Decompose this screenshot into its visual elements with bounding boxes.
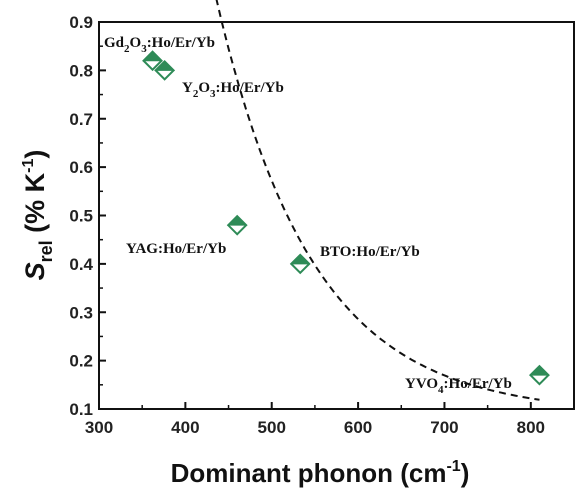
point-annotation: BTO:Ho/Er/Yb (320, 244, 420, 260)
data-point (154, 59, 176, 81)
fit-curve (215, 0, 540, 401)
y-tick-label: 0.3 (69, 303, 93, 322)
y-tick-label: 0.7 (69, 110, 93, 129)
x-tick-label: 600 (344, 418, 372, 437)
x-tick-label: 400 (171, 418, 199, 437)
x-tick-label: 700 (430, 418, 458, 437)
x-axis-label: Dominant phonon (cm-1) (171, 458, 470, 488)
plot-frame (98, 21, 575, 410)
y-tick-label: 0.9 (69, 13, 93, 32)
y-tick-label: 0.5 (69, 207, 93, 226)
data-point (142, 50, 163, 72)
y-tick-label: 0.4 (69, 255, 93, 274)
y-axis-label: Srel (% K-1) (20, 150, 56, 281)
point-annotation: YVO4:Ho/Er/Yb (405, 376, 512, 396)
y-tick-label: 0.1 (69, 400, 93, 419)
data-point (289, 253, 311, 275)
y-tick-label: 0.2 (69, 352, 93, 371)
point-annotation: Y2O3:Ho/Er/Yb (182, 80, 284, 100)
x-tick-label: 300 (85, 418, 113, 437)
x-tick-label: 800 (517, 418, 545, 437)
point-annotation: Gd2O3:Ho/Er/Yb (104, 35, 215, 55)
y-tick-label: 0.8 (69, 61, 93, 80)
data-point (529, 364, 550, 386)
x-tick-label: 500 (258, 418, 286, 437)
point-annotation: YAG:Ho/Er/Yb (126, 241, 226, 257)
y-tick-label: 0.6 (69, 158, 93, 177)
data-point (226, 214, 248, 236)
